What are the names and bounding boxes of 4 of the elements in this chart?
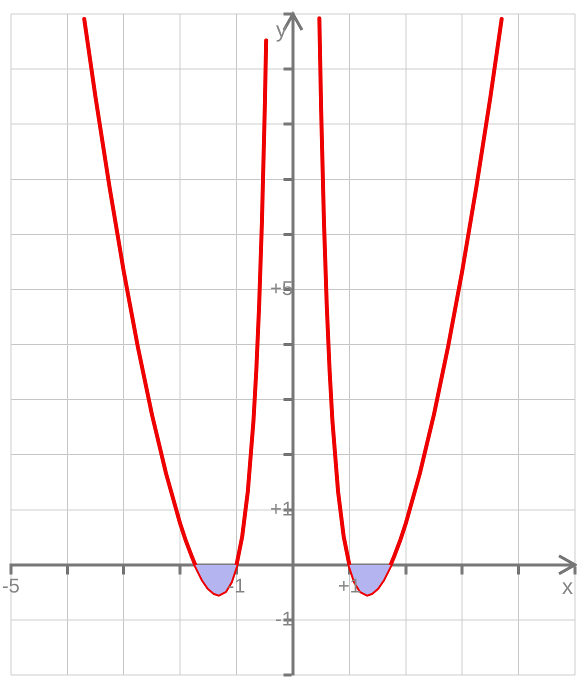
x-tick-label: -5 — [2, 575, 20, 598]
x-tick-label: -1 — [228, 575, 246, 598]
y-axis-title: y — [276, 17, 287, 42]
x-axis-title: x — [562, 574, 573, 599]
